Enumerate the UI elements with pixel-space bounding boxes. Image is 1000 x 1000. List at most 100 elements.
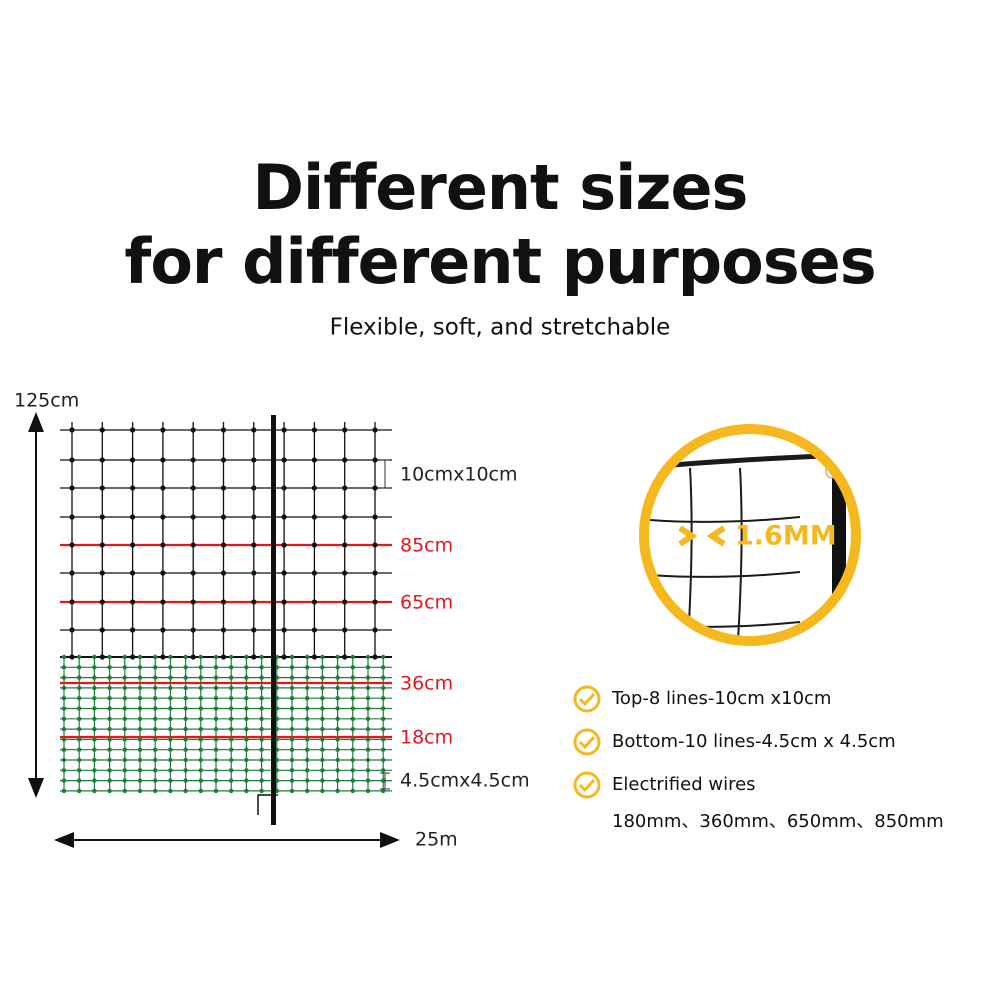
knot	[350, 737, 355, 742]
knot	[77, 665, 82, 670]
knot	[289, 768, 295, 773]
knot	[99, 427, 105, 433]
knot	[137, 768, 143, 773]
knot	[130, 485, 136, 491]
knot	[168, 716, 173, 721]
knot	[183, 675, 188, 680]
knot	[220, 627, 227, 633]
knot	[335, 654, 340, 660]
knot	[168, 757, 173, 763]
knot	[198, 675, 203, 680]
knot	[107, 757, 112, 763]
knot	[372, 457, 378, 463]
knot	[122, 757, 128, 763]
knot	[107, 747, 112, 752]
knot	[160, 570, 166, 576]
knot	[305, 706, 310, 711]
knot	[320, 788, 325, 794]
knot	[289, 747, 295, 752]
knot	[122, 654, 128, 660]
wire-label: 85cm	[400, 535, 453, 557]
mesh-label: 4.5cmx4.5cm	[400, 770, 530, 792]
knot	[213, 706, 219, 711]
knot	[365, 675, 371, 680]
knot	[350, 706, 355, 711]
knot	[137, 654, 143, 660]
knot	[381, 675, 386, 680]
knot	[381, 778, 386, 783]
knot	[320, 737, 325, 742]
knot	[350, 716, 355, 721]
knot	[281, 485, 287, 491]
knot	[107, 665, 112, 670]
knot	[99, 542, 105, 548]
knot	[61, 778, 67, 783]
knot	[381, 706, 386, 711]
knot	[213, 768, 219, 773]
knot	[92, 768, 97, 773]
knot	[77, 768, 82, 773]
knot	[213, 665, 219, 670]
knot	[183, 778, 188, 783]
knot	[77, 757, 82, 763]
pole-foot	[257, 794, 278, 815]
knot	[213, 788, 219, 794]
knot	[342, 514, 348, 520]
knot	[365, 757, 371, 763]
knot	[107, 726, 112, 732]
knot	[130, 427, 136, 433]
knot	[69, 514, 75, 520]
check-icon	[578, 778, 596, 793]
knot	[122, 737, 128, 742]
knot	[99, 570, 105, 576]
knot	[259, 716, 264, 721]
knot	[77, 675, 82, 680]
knot	[311, 514, 317, 520]
knot	[99, 514, 105, 520]
knot	[381, 757, 386, 763]
knot	[107, 737, 112, 742]
knot	[350, 675, 355, 680]
knot	[259, 768, 264, 773]
knot	[305, 665, 310, 670]
knot	[350, 685, 355, 691]
knot	[244, 778, 249, 783]
knot	[130, 514, 136, 520]
knot	[61, 685, 67, 691]
knot	[183, 737, 188, 742]
knot	[305, 696, 310, 701]
knot	[244, 726, 249, 732]
knot	[190, 599, 196, 605]
knot	[335, 747, 340, 752]
knot	[213, 778, 219, 783]
knot	[122, 747, 128, 752]
knot	[183, 665, 188, 670]
knot	[365, 747, 371, 752]
dimension-marks	[380, 459, 390, 790]
knot	[198, 768, 203, 773]
knot	[99, 485, 105, 491]
knot	[381, 716, 386, 721]
knot	[153, 757, 158, 763]
knot	[122, 788, 128, 794]
knot	[122, 768, 128, 773]
rope	[649, 571, 801, 578]
knot	[311, 570, 317, 576]
knot	[213, 757, 219, 763]
knot	[335, 757, 340, 763]
knot	[153, 726, 158, 732]
knot	[137, 696, 143, 701]
check-icon	[578, 735, 596, 750]
knot	[92, 726, 97, 732]
knot	[77, 654, 82, 660]
knot	[130, 570, 136, 576]
knot	[198, 696, 203, 701]
knot	[305, 726, 310, 732]
knot	[198, 665, 203, 670]
knot	[335, 737, 340, 742]
knot	[137, 675, 143, 680]
knot	[229, 726, 234, 732]
knot	[342, 427, 348, 433]
knot	[335, 696, 340, 701]
